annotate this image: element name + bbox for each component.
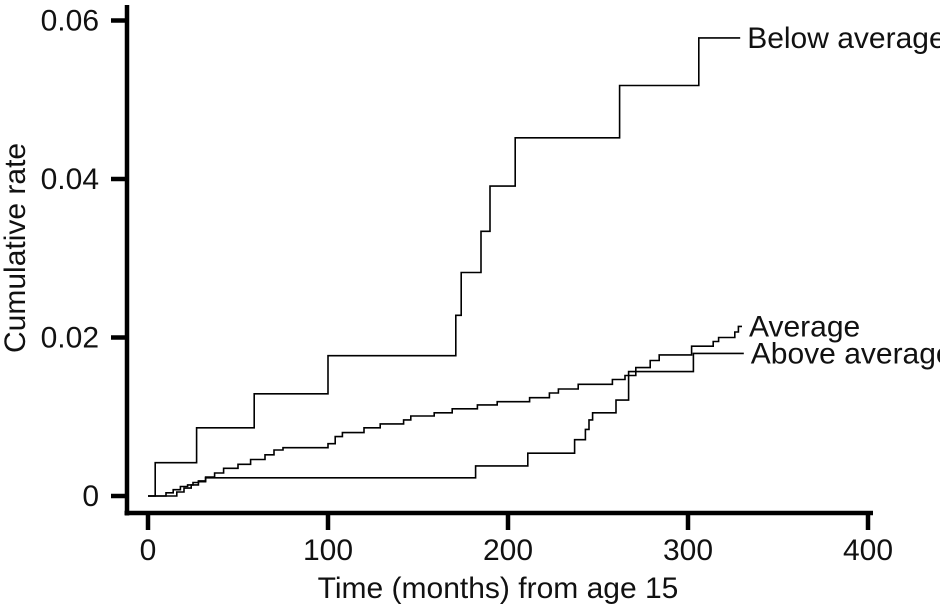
series-label-above-average: Above average: [751, 337, 940, 370]
y-axis-title: Cumulative rate: [0, 142, 32, 353]
series-curve-above-average: [148, 352, 744, 497]
series-curve-below-average: [148, 37, 741, 497]
x-tick-label: 300: [663, 534, 713, 567]
y-tick-label: 0.02: [41, 322, 99, 355]
series-curve-average: [148, 325, 742, 497]
series-label-below-average: Below average: [747, 22, 940, 55]
x-tick-label: 100: [303, 534, 353, 567]
x-tick-label: 200: [483, 534, 533, 567]
y-tick-label: 0.06: [41, 5, 99, 38]
y-tick-label: 0.04: [41, 163, 99, 196]
x-tick-label: 400: [843, 534, 893, 567]
y-tick-label: 0: [82, 480, 99, 513]
x-axis-title: Time (months) from age 15: [317, 572, 679, 605]
x-tick-label: 0: [140, 534, 157, 567]
series-label-average: Average: [749, 310, 860, 343]
